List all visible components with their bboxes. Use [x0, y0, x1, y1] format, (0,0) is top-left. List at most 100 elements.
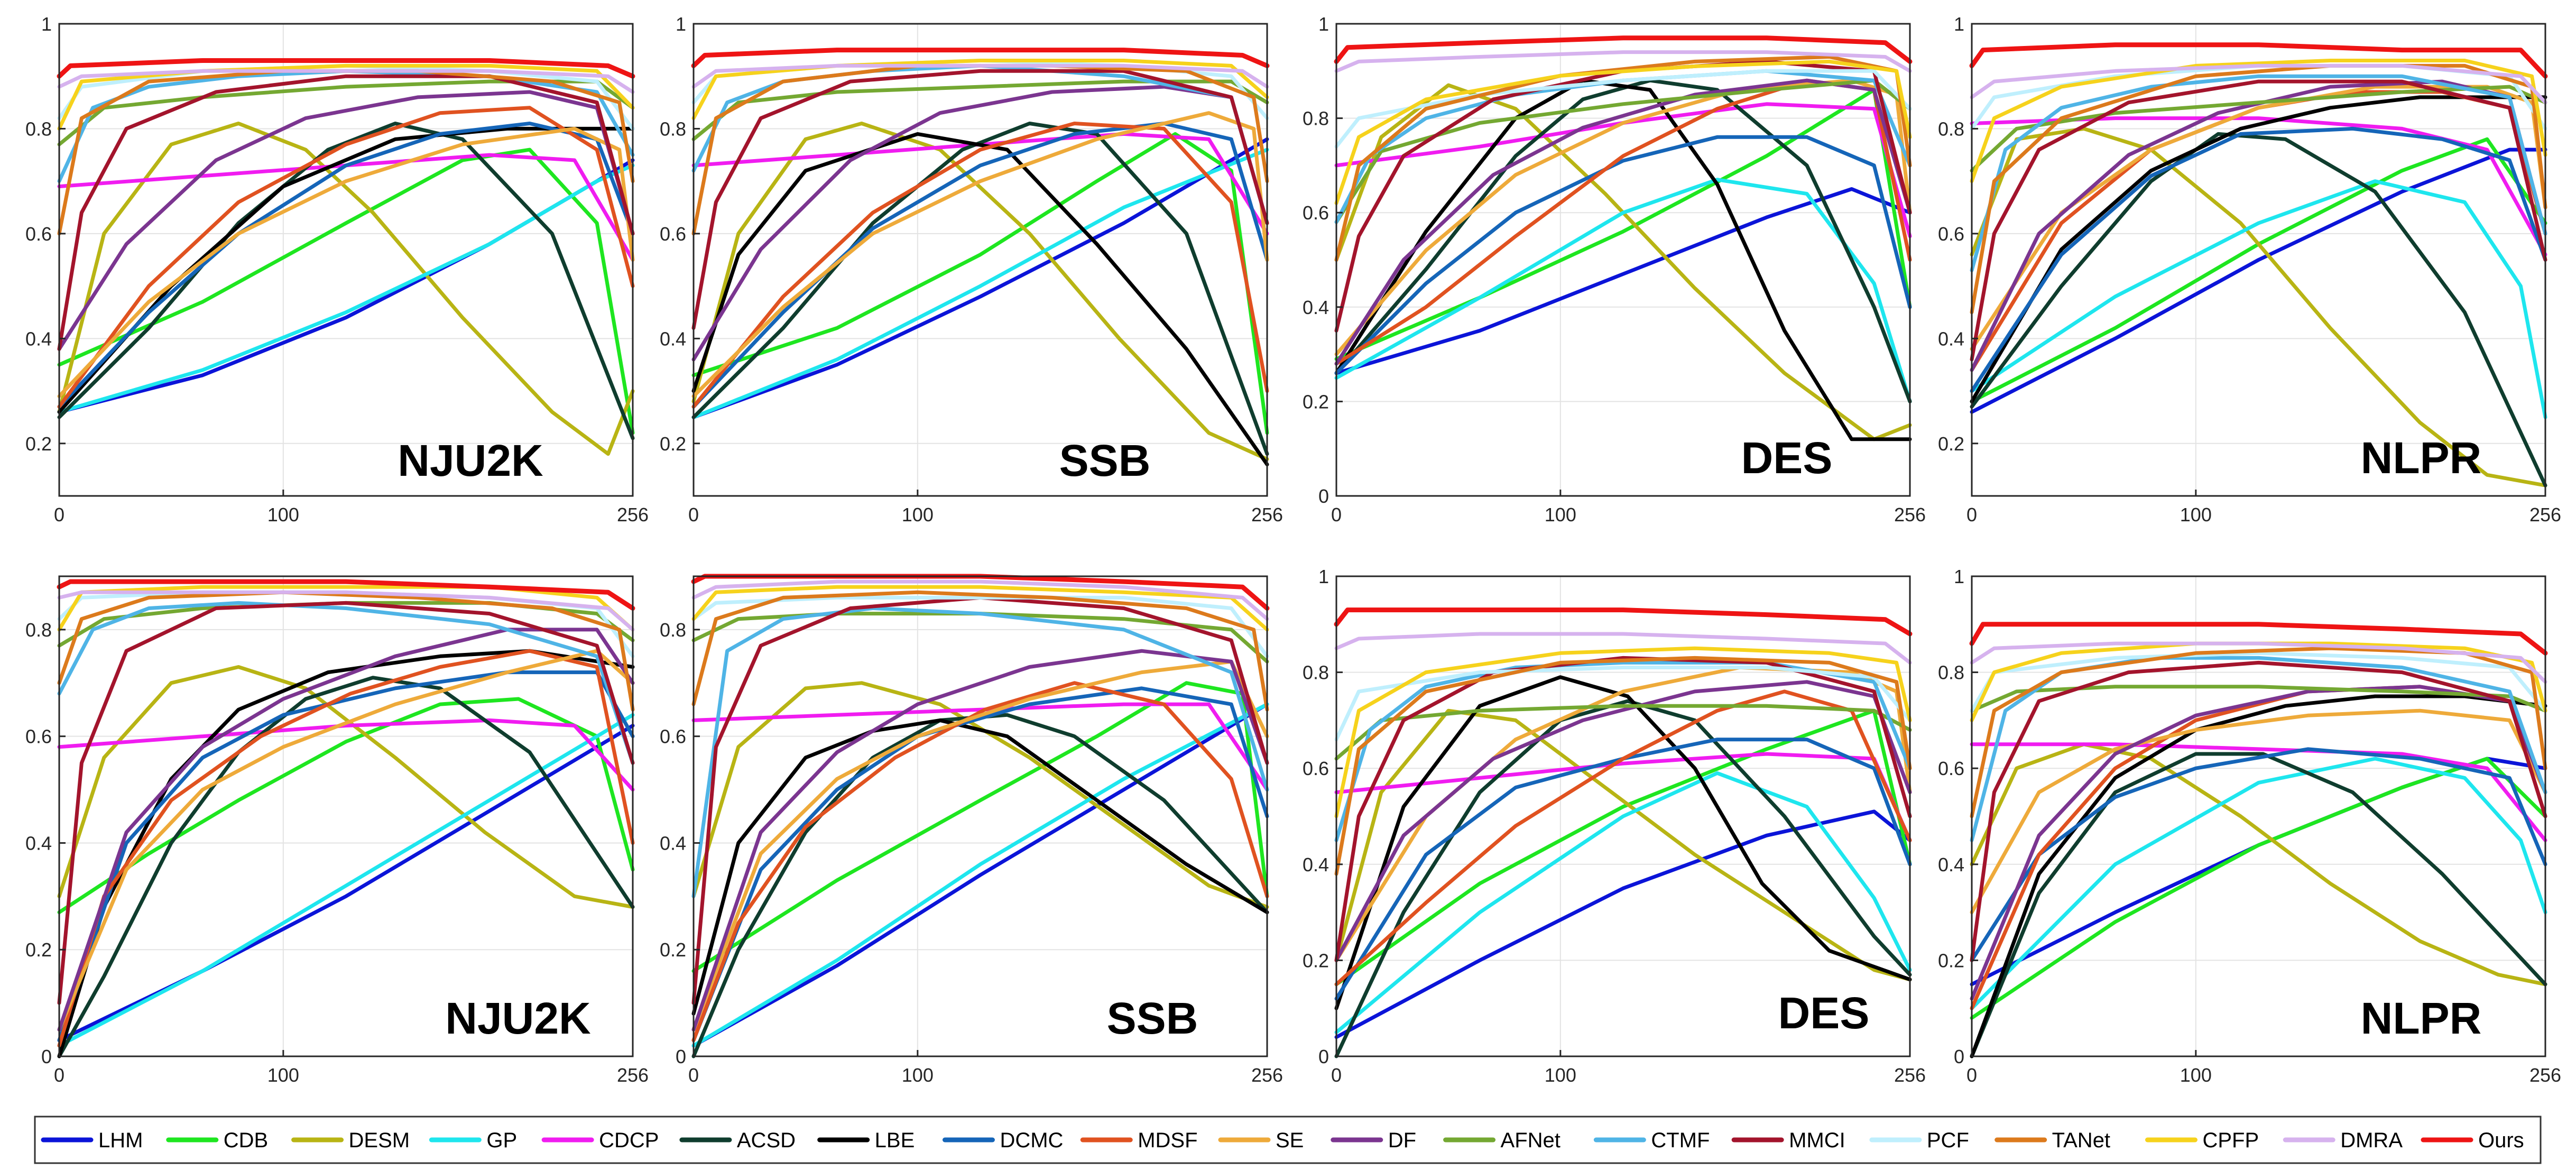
series-lines: [1334, 35, 1913, 441]
x-tick-label: 100: [267, 1064, 299, 1086]
plot-area: [59, 576, 633, 1056]
series-lines: [57, 579, 635, 1058]
panel-title: SSB: [1107, 993, 1198, 1043]
legend: LHM CDB DESM GP CDCP ACSD LBE DCMC MDSF SE DF AFNet…: [34, 1116, 2542, 1164]
x-tick-label: 256: [617, 1064, 649, 1086]
series-line-dcmc: [1970, 126, 2547, 393]
series-line-lhm: [691, 137, 1269, 419]
series-line-ctmf: [1970, 74, 2547, 272]
y-tick-label: 0.4: [1938, 328, 1964, 349]
y-tick-label: 0.2: [1303, 391, 1329, 412]
legend-item-cdb: CDB: [166, 1129, 268, 1152]
series-line-acsd: [1334, 699, 1912, 1058]
series-line-cpfp: [1334, 59, 1912, 205]
series-line-df: [691, 649, 1269, 1032]
y-tick-label: 0.6: [1938, 758, 1964, 779]
series-line-tanet: [1970, 63, 2547, 315]
x-tick-label: 0: [688, 1064, 699, 1086]
series-lines: [57, 58, 635, 456]
legend-item-lhm: LHM: [41, 1129, 143, 1152]
legend-label: CDCP: [599, 1129, 659, 1152]
x-tick-label: 100: [1545, 504, 1576, 526]
legend-label: DESM: [349, 1129, 410, 1152]
series-line-cdcp: [691, 132, 1269, 236]
y-tick-label: 0.4: [25, 328, 52, 349]
legend-item-cdcp: CDCP: [541, 1129, 659, 1152]
series-line-ours: [1969, 622, 2548, 656]
series-line-mmci: [691, 595, 1269, 1005]
series-line-ours: [1334, 607, 1913, 637]
legend-item-gp: GP: [429, 1129, 517, 1152]
series-line-cpfp: [691, 59, 1269, 121]
legend-item-ours: Ours: [2421, 1129, 2524, 1152]
series-line-acsd: [1970, 752, 2547, 1058]
series-line-lbe: [1334, 78, 1912, 441]
series-line-dmra: [1334, 632, 1912, 665]
legend-item-afnet: AFNet: [1443, 1129, 1561, 1152]
y-tick-label: 1: [41, 13, 52, 35]
y-tick-label: 0.2: [660, 433, 686, 455]
panel-title: NJU2K: [398, 436, 543, 485]
y-tick-label: 1: [1318, 566, 1329, 587]
axes-box: [1335, 575, 1911, 1057]
series-line-dcmc: [57, 122, 635, 409]
series-line-dcmc: [1334, 738, 1912, 1001]
series-line-acsd: [57, 676, 635, 1058]
series-line-df: [57, 90, 635, 351]
series-line-mmci: [1334, 656, 1912, 962]
x-tick-label: 256: [1251, 504, 1283, 526]
legend-label: CTMF: [1651, 1129, 1710, 1152]
series-line-mdsf: [691, 122, 1269, 409]
y-tick-label: 0.8: [1938, 662, 1964, 684]
series-line-lbe: [691, 718, 1269, 1016]
series-line-mdsf: [57, 649, 635, 1048]
y-tick-label: 0.4: [1303, 297, 1329, 318]
legend-label: LBE: [875, 1129, 915, 1152]
series-line-desm: [1970, 742, 2547, 987]
chart-panel: 0.2 0.4 0.6 0.8 1 0 100 256 NLPR: [1938, 13, 2561, 526]
series-line-df: [57, 628, 635, 1032]
y-tick-label: 0.6: [1303, 202, 1329, 224]
y-tick-label: 0: [41, 1046, 52, 1067]
series-line-cdb: [1334, 708, 1912, 987]
series-line-gp: [691, 702, 1269, 1048]
legend-item-lbe: LBE: [817, 1129, 915, 1152]
y-tick-label: 0.2: [25, 939, 52, 961]
series-line-se: [1970, 708, 2547, 915]
x-tick-label: 100: [267, 504, 299, 526]
series-line-lbe: [1334, 675, 1912, 1010]
y-tick-label: 0.4: [1938, 854, 1964, 876]
y-tick-label: 0: [676, 1046, 686, 1067]
series-line-dcmc: [1334, 135, 1912, 375]
series-line-dmra: [1970, 63, 2547, 105]
panel-title: NLPR: [2361, 993, 2482, 1043]
series-line-dmra: [691, 63, 1269, 89]
series-line-dcmc: [691, 686, 1269, 1043]
series-line-ours: [57, 579, 635, 611]
x-tick-label: 256: [1251, 1064, 1283, 1086]
legend-item-df: DF: [1331, 1129, 1416, 1152]
x-tick-label: 0: [1331, 504, 1342, 526]
x-tick-label: 0: [1331, 1064, 1342, 1086]
legend-label: ACSD: [737, 1129, 796, 1152]
x-tick-label: 0: [54, 504, 64, 526]
series-line-cdcp: [57, 718, 635, 792]
x-tick-label: 0: [688, 504, 699, 526]
y-tick-label: 1: [1318, 13, 1329, 35]
legend-label: MMCI: [1789, 1129, 1845, 1152]
series-line-afnet: [1970, 85, 2547, 173]
series-line-gp: [1970, 757, 2547, 1010]
x-tick-label: 256: [1894, 1064, 1926, 1086]
series-line-mdsf: [57, 106, 635, 409]
series-line-gp: [1970, 179, 2547, 419]
y-tick-label: 0.4: [660, 832, 686, 854]
series-line-ours: [57, 58, 635, 79]
series-lines: [1969, 622, 2548, 1058]
legend-item-cpfp: CPFP: [2145, 1129, 2259, 1152]
series-line-dcmc: [1970, 747, 2547, 962]
legend-label: SE: [1276, 1129, 1304, 1152]
series-line-df: [1334, 78, 1912, 366]
series-line-cpfp: [1970, 59, 2547, 183]
chart-panel: 0 0.2 0.4 0.6 0.8 1 0 100 256 DES: [1303, 566, 1926, 1086]
